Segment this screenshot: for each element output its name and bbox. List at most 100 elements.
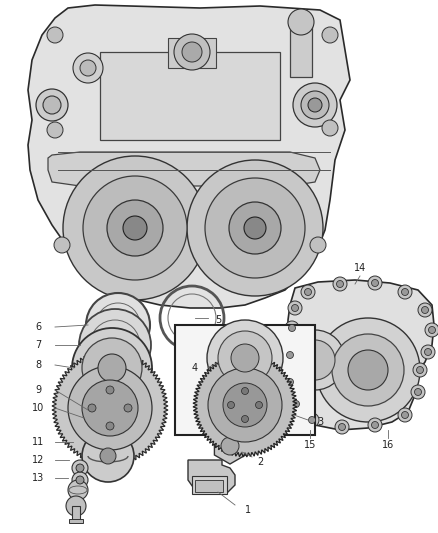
Circle shape bbox=[286, 378, 293, 385]
Circle shape bbox=[283, 375, 297, 389]
Circle shape bbox=[106, 422, 114, 430]
Circle shape bbox=[335, 420, 349, 434]
Text: 12: 12 bbox=[32, 455, 44, 465]
Circle shape bbox=[255, 401, 262, 408]
Circle shape bbox=[63, 156, 207, 300]
Circle shape bbox=[47, 27, 63, 43]
Polygon shape bbox=[215, 428, 246, 464]
Circle shape bbox=[187, 160, 323, 296]
Bar bbox=[72, 506, 80, 520]
Circle shape bbox=[72, 472, 88, 488]
Circle shape bbox=[286, 351, 293, 359]
Circle shape bbox=[292, 304, 299, 311]
Text: 4: 4 bbox=[192, 363, 198, 373]
Circle shape bbox=[54, 237, 70, 253]
Text: 1: 1 bbox=[245, 505, 251, 515]
Circle shape bbox=[100, 448, 116, 464]
Text: 2: 2 bbox=[257, 457, 263, 467]
Circle shape bbox=[107, 200, 163, 256]
Circle shape bbox=[241, 387, 248, 394]
Circle shape bbox=[402, 411, 409, 418]
Circle shape bbox=[182, 42, 202, 62]
Circle shape bbox=[417, 367, 424, 374]
Circle shape bbox=[322, 120, 338, 136]
Circle shape bbox=[66, 496, 86, 516]
Circle shape bbox=[293, 400, 300, 408]
Text: 7: 7 bbox=[35, 340, 41, 350]
Circle shape bbox=[72, 460, 88, 476]
Circle shape bbox=[82, 380, 138, 436]
Circle shape bbox=[83, 176, 187, 280]
Circle shape bbox=[82, 338, 142, 398]
Circle shape bbox=[47, 122, 63, 138]
Circle shape bbox=[86, 293, 150, 357]
Circle shape bbox=[208, 368, 282, 442]
Circle shape bbox=[414, 389, 421, 395]
Circle shape bbox=[322, 27, 338, 43]
Circle shape bbox=[348, 350, 388, 390]
Circle shape bbox=[218, 331, 272, 385]
Text: 10: 10 bbox=[32, 403, 44, 413]
Circle shape bbox=[43, 96, 61, 114]
Bar bbox=[168, 38, 216, 68]
Circle shape bbox=[288, 9, 314, 35]
Bar bbox=[175, 325, 315, 435]
Text: 5: 5 bbox=[215, 315, 221, 325]
Circle shape bbox=[82, 430, 134, 482]
Text: 15: 15 bbox=[304, 440, 316, 450]
Circle shape bbox=[124, 404, 132, 412]
Circle shape bbox=[285, 330, 345, 390]
Circle shape bbox=[413, 363, 427, 377]
Circle shape bbox=[304, 288, 311, 295]
Text: 14: 14 bbox=[354, 263, 366, 273]
Circle shape bbox=[402, 288, 409, 295]
Circle shape bbox=[68, 480, 88, 500]
Circle shape bbox=[428, 327, 435, 334]
Circle shape bbox=[305, 413, 319, 427]
Circle shape bbox=[371, 422, 378, 429]
Circle shape bbox=[336, 280, 343, 287]
Polygon shape bbox=[48, 152, 320, 186]
Circle shape bbox=[76, 464, 84, 472]
Circle shape bbox=[244, 217, 266, 239]
Circle shape bbox=[289, 397, 303, 411]
Text: 11: 11 bbox=[32, 437, 44, 447]
Circle shape bbox=[418, 303, 432, 317]
Circle shape bbox=[333, 277, 347, 291]
Circle shape bbox=[368, 276, 382, 290]
Circle shape bbox=[207, 320, 283, 396]
Circle shape bbox=[293, 83, 337, 127]
Circle shape bbox=[229, 202, 281, 254]
Circle shape bbox=[339, 424, 346, 431]
Circle shape bbox=[88, 404, 96, 412]
Circle shape bbox=[76, 476, 84, 484]
Circle shape bbox=[98, 354, 126, 382]
Circle shape bbox=[310, 237, 326, 253]
Circle shape bbox=[88, 422, 128, 462]
Polygon shape bbox=[288, 280, 434, 430]
Polygon shape bbox=[52, 350, 168, 466]
Polygon shape bbox=[193, 353, 297, 457]
Text: 3: 3 bbox=[317, 417, 323, 427]
Text: 9: 9 bbox=[35, 385, 41, 395]
Circle shape bbox=[285, 321, 299, 335]
Bar bbox=[100, 52, 280, 140]
Bar bbox=[192, 476, 227, 494]
Circle shape bbox=[227, 401, 234, 408]
Bar bbox=[290, 25, 312, 77]
Circle shape bbox=[368, 418, 382, 432]
Circle shape bbox=[68, 366, 152, 450]
Circle shape bbox=[80, 60, 96, 76]
Circle shape bbox=[72, 328, 152, 408]
Circle shape bbox=[36, 89, 68, 121]
Circle shape bbox=[398, 285, 412, 299]
Bar bbox=[69, 519, 83, 523]
Circle shape bbox=[123, 216, 147, 240]
Text: 8: 8 bbox=[35, 360, 41, 370]
Polygon shape bbox=[28, 5, 350, 308]
Circle shape bbox=[231, 344, 259, 372]
Circle shape bbox=[205, 178, 305, 278]
Circle shape bbox=[424, 349, 431, 356]
Circle shape bbox=[421, 306, 428, 313]
Bar bbox=[195, 480, 223, 492]
